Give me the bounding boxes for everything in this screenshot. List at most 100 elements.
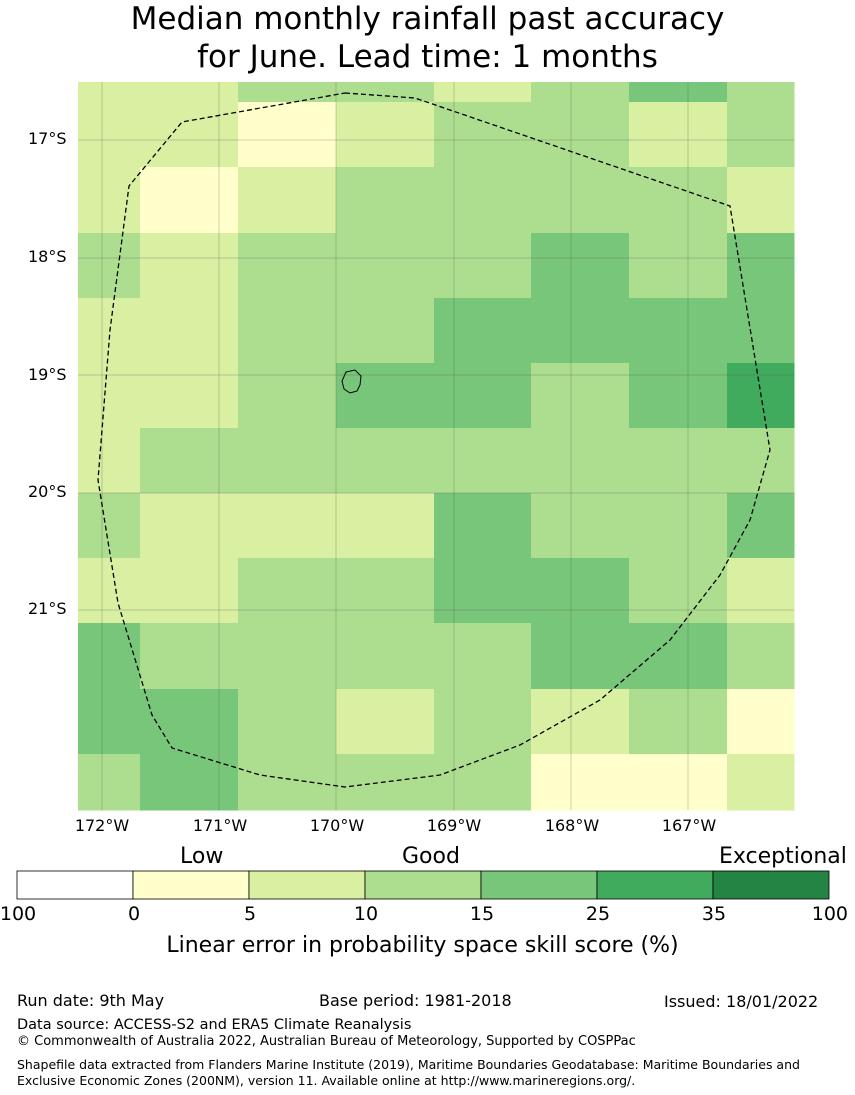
category-low: Low bbox=[180, 844, 224, 869]
category-good: Good bbox=[402, 844, 460, 869]
grid-cell bbox=[140, 233, 239, 299]
grid-cell bbox=[531, 558, 630, 624]
grid-cell bbox=[78, 428, 141, 494]
colorbar bbox=[16, 870, 830, 900]
grid-cell bbox=[336, 233, 435, 299]
grid-cell bbox=[78, 558, 141, 624]
grid-cell bbox=[238, 102, 337, 168]
title-line-1: Median monthly rainfall past accuracy bbox=[130, 1, 725, 37]
grid-cell bbox=[727, 82, 795, 103]
grid-cell bbox=[434, 558, 532, 624]
eez-boundary bbox=[97, 92, 771, 788]
colorbar-tick-7: 100 bbox=[811, 903, 848, 925]
grid-cell bbox=[140, 623, 239, 690]
colorbar-tick-5: 25 bbox=[585, 903, 611, 925]
colorbar-box bbox=[248, 870, 366, 900]
grid-cell bbox=[629, 298, 728, 364]
lon-tick-172w: 172°W bbox=[74, 816, 130, 835]
grid-cell bbox=[238, 689, 337, 755]
colorbar-tick-2: 5 bbox=[243, 903, 257, 925]
grid-cell bbox=[531, 102, 630, 168]
grid-cell bbox=[531, 623, 630, 690]
grid-cell bbox=[629, 363, 728, 429]
grid-cell bbox=[727, 298, 795, 364]
lon-tick-167w: 167°W bbox=[661, 816, 717, 835]
grid-cell bbox=[727, 167, 795, 234]
grid-cell bbox=[78, 493, 141, 559]
grid-cell bbox=[727, 233, 795, 299]
grid-cell bbox=[434, 167, 532, 234]
grid-cell bbox=[727, 102, 795, 168]
grid-cell bbox=[78, 167, 141, 234]
grid-cell bbox=[629, 493, 728, 559]
grid-cell bbox=[140, 102, 239, 168]
skill-map bbox=[78, 82, 795, 811]
grid-cell bbox=[78, 754, 141, 811]
grid-cell bbox=[140, 363, 239, 429]
colorbar-label: Linear error in probability space skill … bbox=[166, 933, 679, 958]
grid-cell bbox=[434, 298, 532, 364]
grid-cell bbox=[434, 689, 532, 755]
grid-cell bbox=[238, 167, 337, 234]
grid-cell bbox=[434, 493, 532, 559]
grid-cell bbox=[336, 558, 435, 624]
lat-tick-17s: 17°S bbox=[28, 129, 67, 148]
grid-cell bbox=[336, 167, 435, 234]
lon-tick-168w: 168°W bbox=[544, 816, 600, 835]
grid-cell bbox=[78, 689, 141, 755]
category-exceptional: Exceptional bbox=[719, 844, 847, 869]
colorbar-boxes bbox=[16, 870, 830, 900]
issued-date: Issued: 18/01/2022 bbox=[664, 992, 819, 1011]
colorbar-tick-1: 0 bbox=[127, 903, 141, 925]
lon-tick-169w: 169°W bbox=[426, 816, 482, 835]
colorbar-box bbox=[364, 870, 482, 900]
grid-cell bbox=[531, 233, 630, 299]
grid-cell bbox=[238, 298, 337, 364]
grid-cell bbox=[78, 298, 141, 364]
grid-cell bbox=[629, 82, 728, 103]
grid-cell bbox=[336, 298, 435, 364]
grid-cell bbox=[140, 428, 239, 494]
lat-tick-21s: 21°S bbox=[28, 599, 67, 618]
lon-tick-170w: 170°W bbox=[309, 816, 365, 835]
grid-cell bbox=[78, 363, 141, 429]
grid-cell bbox=[434, 233, 532, 299]
colorbar-box bbox=[132, 870, 250, 900]
grid-cell bbox=[629, 102, 728, 168]
colorbar-tick-4: 15 bbox=[469, 903, 495, 925]
grid-cell bbox=[531, 167, 630, 234]
colorbar-box bbox=[16, 870, 134, 900]
grid-cell bbox=[629, 623, 728, 690]
grid-cell bbox=[434, 754, 532, 811]
grid-cell bbox=[629, 428, 728, 494]
grid-cell bbox=[238, 363, 337, 429]
grid-cell bbox=[629, 233, 728, 299]
colorbar-tick-0: 100 bbox=[0, 903, 37, 925]
grid-cell bbox=[531, 428, 630, 494]
grid-cell bbox=[727, 689, 795, 755]
grid-cell bbox=[727, 623, 795, 690]
grid-cell bbox=[531, 363, 630, 429]
grid-cell bbox=[238, 233, 337, 299]
grid-cell bbox=[238, 493, 337, 559]
grid-cell bbox=[238, 754, 337, 811]
grid-cell bbox=[629, 558, 728, 624]
colorbar-tick-6: 35 bbox=[701, 903, 727, 925]
grid-cell bbox=[434, 82, 532, 103]
base-period: Base period: 1981-2018 bbox=[319, 991, 512, 1010]
grid-cell bbox=[336, 102, 435, 168]
grid-cell bbox=[727, 754, 795, 811]
grid-cell bbox=[629, 754, 728, 811]
grid-cell bbox=[629, 167, 728, 234]
lon-tick-171w: 171°W bbox=[192, 816, 248, 835]
title-line-2: for June. Lead time: 1 months bbox=[197, 39, 658, 75]
grid-cell bbox=[336, 363, 435, 429]
grid-cell bbox=[336, 493, 435, 559]
colorbar-tick-3: 10 bbox=[353, 903, 379, 925]
grid-cell bbox=[336, 623, 435, 690]
grid-cell bbox=[434, 363, 532, 429]
grid-cell bbox=[78, 82, 141, 103]
grid-cell bbox=[140, 493, 239, 559]
lat-tick-20s: 20°S bbox=[28, 482, 67, 501]
island-outline bbox=[341, 369, 362, 394]
